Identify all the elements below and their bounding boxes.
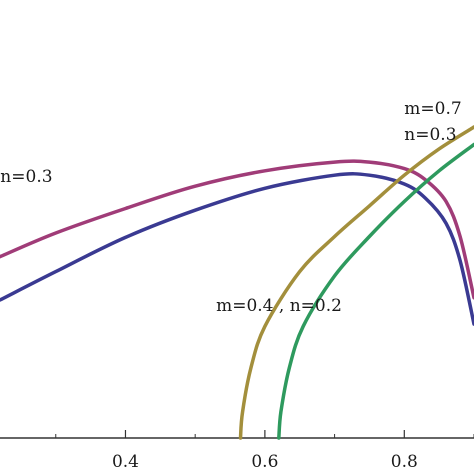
x-tick-label: 0.8 <box>391 452 418 472</box>
curve-annotation: m=0.4 , n=0.2 <box>216 296 342 316</box>
annotation-layer: =n=0.3 m=0.4 , n=0.2 m=0.7 n=0.3 <box>0 99 462 316</box>
curve-annotation: =n=0.3 <box>0 167 53 187</box>
axes: 0.4 0.6 0.8 <box>0 430 474 472</box>
series-layer <box>0 125 474 440</box>
series-line-1 <box>0 159 474 300</box>
series-line-4 <box>277 142 474 440</box>
series-line-3 <box>238 125 474 440</box>
curve-annotation: m=0.7 <box>404 99 461 119</box>
x-tick-label: 0.6 <box>251 452 278 472</box>
curve-annotation: n=0.3 <box>404 125 456 145</box>
series-line-2 <box>0 172 474 326</box>
x-tick-label: 0.4 <box>112 452 139 472</box>
